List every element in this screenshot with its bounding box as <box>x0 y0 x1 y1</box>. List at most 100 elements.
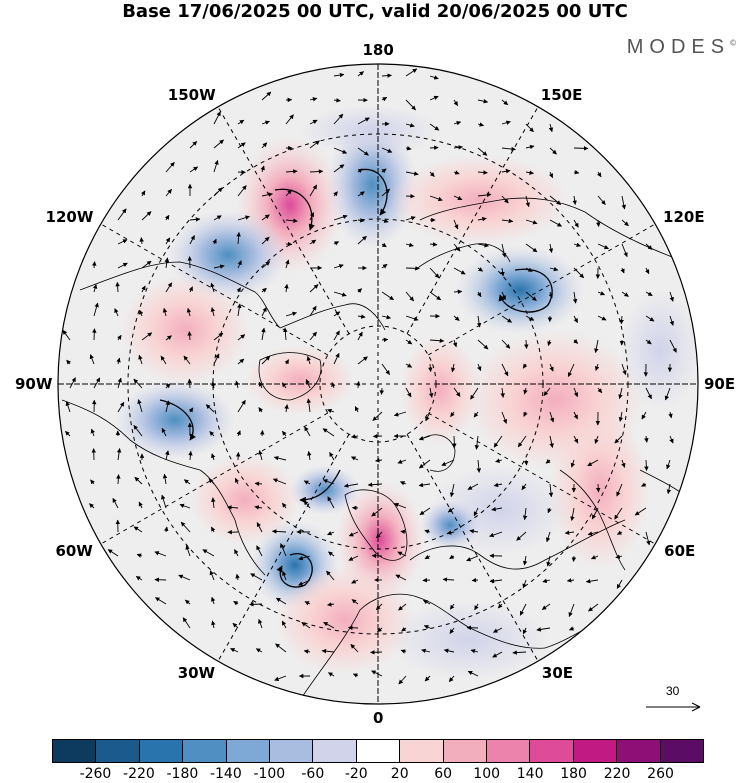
wind-arrow <box>619 315 624 325</box>
wind-arrow <box>210 282 215 293</box>
wind-arrow <box>429 242 438 247</box>
wind-arrow <box>211 620 216 629</box>
wind-arrow <box>213 139 224 149</box>
wind-arrow <box>367 482 383 487</box>
wind-arrow <box>164 214 170 221</box>
longitude-label: 150W <box>167 85 216 104</box>
wind-arrow <box>477 147 488 156</box>
wind-arrow <box>285 169 298 174</box>
wind-arrow <box>452 339 458 348</box>
wind-arrow <box>284 359 289 365</box>
wind-arrow <box>350 434 359 439</box>
wind-arrow <box>154 551 167 557</box>
wind-arrow <box>429 95 439 101</box>
wind-arrow <box>519 603 527 616</box>
wind-arrow <box>133 378 143 389</box>
wind-arrow <box>351 599 359 605</box>
wind-arrow <box>357 314 366 319</box>
wind-arrow <box>62 329 71 341</box>
wind-arrow <box>467 670 479 677</box>
wind-arrow <box>453 387 461 397</box>
wind-arrow <box>418 435 431 441</box>
colorbar-segment <box>313 740 357 762</box>
wind-arrow <box>405 266 420 271</box>
wind-arrow <box>180 521 191 533</box>
streamline <box>299 469 341 504</box>
brand-text: MODES <box>626 36 731 58</box>
wind-arrow <box>588 603 599 612</box>
wind-arrow <box>285 218 298 224</box>
wind-arrow <box>449 554 455 560</box>
wind-arrow <box>447 507 455 513</box>
wind-arrow <box>614 435 623 444</box>
wind-arrow <box>117 208 127 221</box>
colorbar-tick-label: -260 <box>79 766 112 782</box>
wind-arrow <box>429 338 445 343</box>
wind-arrow <box>261 287 267 293</box>
wind-arrow <box>357 356 368 365</box>
wind-arrow <box>69 377 76 389</box>
wind-arrow <box>381 168 387 174</box>
wind-arrow <box>138 354 143 365</box>
wind-arrow <box>333 311 341 317</box>
wind-arrow <box>449 603 455 610</box>
wind-arrow <box>237 303 242 317</box>
wind-arrow <box>547 507 552 514</box>
wind-arrow <box>548 171 554 179</box>
wind-arrow <box>549 411 555 423</box>
wind-arrow <box>541 603 551 610</box>
wind-arrow <box>471 577 479 583</box>
wind-arrow <box>258 450 263 461</box>
wind-arrow <box>668 411 673 419</box>
wind-arrow <box>501 99 509 106</box>
wind-arrow <box>590 555 599 560</box>
wind-arrow <box>495 458 503 463</box>
wind-arrow <box>381 337 389 343</box>
wind-arrow <box>141 285 146 293</box>
wind-arrow <box>525 219 538 225</box>
wind-arrow <box>370 650 383 655</box>
wind-arrow <box>497 603 503 609</box>
wind-arrow <box>333 352 340 365</box>
longitude-label: 30E <box>541 664 574 683</box>
wind-arrow <box>453 267 466 275</box>
wind-arrow <box>272 478 287 485</box>
colorbar-tick-label: 260 <box>647 766 674 782</box>
map-title: Base 17/06/2025 00 UTC, valid 20/06/2025… <box>122 1 628 22</box>
wind-arrow <box>453 170 460 175</box>
wind-arrow <box>573 387 579 398</box>
wind-arrow <box>116 448 122 461</box>
wind-arrow <box>333 113 344 125</box>
wind-arrow <box>309 119 318 125</box>
wind-arrow <box>375 458 383 463</box>
wind-arrow <box>450 411 455 418</box>
wind-arrow <box>237 142 246 149</box>
coastline <box>419 197 586 221</box>
wind-arrow <box>141 190 146 197</box>
wind-arrow <box>449 627 455 634</box>
wind-arrow <box>545 458 551 464</box>
colorbar-tick-label: -20 <box>344 766 368 782</box>
wind-arrow <box>573 219 579 228</box>
wind-arrow <box>522 363 528 369</box>
wind-arrow <box>303 500 311 509</box>
wind-arrow <box>597 315 607 321</box>
negative-anomaly <box>115 380 235 460</box>
colorbar-tick-label: 140 <box>516 766 544 782</box>
wind-arrow <box>616 530 623 535</box>
wind-arrow <box>376 531 383 539</box>
wind-arrow <box>405 242 414 248</box>
wind-arrow <box>522 579 527 589</box>
wind-arrow <box>233 601 239 606</box>
wind-arrow <box>164 257 170 269</box>
wind-arrow <box>449 483 455 498</box>
wind-arrow <box>282 502 287 509</box>
wind-arrow <box>212 238 217 245</box>
wind-arrow <box>549 363 554 372</box>
wind-arrow <box>92 284 98 293</box>
wind-arrow <box>162 307 168 317</box>
graticule <box>58 64 698 704</box>
wind-arrow <box>429 195 443 202</box>
wind-arrow <box>477 363 482 372</box>
coastline <box>414 243 511 271</box>
